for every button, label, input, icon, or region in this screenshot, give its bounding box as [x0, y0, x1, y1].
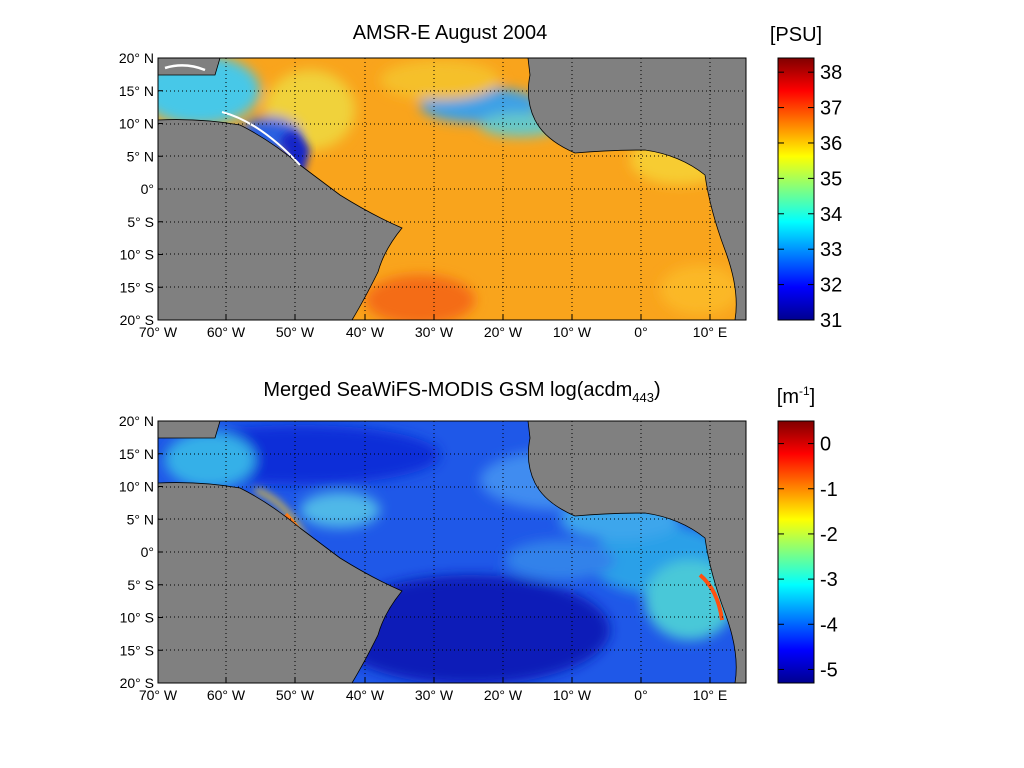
- lat-tick-label: 5° N: [127, 511, 154, 527]
- lon-tick-label: 10° W: [553, 324, 592, 340]
- lat-tick-label: 20° S: [120, 675, 154, 691]
- lon-tick-label: 60° W: [207, 687, 246, 703]
- lon-tick-label: 30° W: [415, 324, 454, 340]
- lat-tick-label: 20° N: [119, 413, 154, 429]
- lon-tick-label: 10° W: [553, 687, 592, 703]
- lat-tick-label: 10° S: [120, 610, 154, 626]
- lat-tick-label: 10° N: [119, 116, 154, 132]
- acdm-lat-labels: 20° N 15° N 10° N 5° N 0° 5° S 10° S 15° S 20° S: [119, 413, 163, 691]
- acdm-colorbar: [m-1] -5 -4 -3 -2 -1 0: [777, 384, 838, 684]
- colorbar-tick-label: -4: [820, 614, 838, 636]
- salinity-title: AMSR-E August 2004: [353, 22, 548, 44]
- acdm-title: Merged SeaWiFS-MODIS GSM log(acdm443): [263, 379, 660, 405]
- salinity-panel: AMSR-E August 2004: [119, 22, 842, 340]
- colorbar-tick-label: -1: [820, 479, 838, 501]
- colorbar-tick-label: 35: [820, 168, 842, 190]
- lon-tick-label: 40° W: [346, 687, 385, 703]
- lon-tick-label: 60° W: [207, 324, 246, 340]
- lat-tick-label: 5° N: [127, 148, 154, 164]
- lat-tick-label: 10° N: [119, 479, 154, 495]
- salinity-colorbar: [PSU] 31 32 33 34 35 36 37 38: [770, 24, 842, 332]
- lon-tick-label: 20° W: [484, 687, 523, 703]
- colorbar-tick-label: 31: [820, 310, 842, 332]
- colorbar-tick-label: -5: [820, 659, 838, 681]
- lat-tick-label: 20° S: [120, 312, 154, 328]
- colorbar-tick-label: -3: [820, 569, 838, 591]
- colorbar-tick-label: 36: [820, 133, 842, 155]
- colorbar-tick-label: 33: [820, 239, 842, 261]
- colorbar-tick-label: 38: [820, 62, 842, 84]
- lon-tick-label: 0°: [634, 687, 647, 703]
- lat-tick-label: 0°: [141, 181, 154, 197]
- lat-tick-label: 10° S: [120, 247, 154, 263]
- salinity-lat-labels: 20° N 15° N 10° N 5° N 0° 5° S 10° S 15° S 20° S: [119, 50, 163, 328]
- salinity-colorbar-ticks: 31 32 33 34 35 36 37 38: [778, 62, 842, 332]
- lat-tick-label: 15° N: [119, 83, 154, 99]
- acdm-map: [158, 421, 746, 683]
- acdm-panel: Merged SeaWiFS-MODIS GSM log(acdm443): [119, 379, 838, 703]
- lon-tick-label: 10° E: [693, 324, 727, 340]
- acdm-units: [m-1]: [777, 384, 815, 408]
- colorbar-tick-label: -2: [820, 524, 838, 546]
- acdm-lon-labels: 70° W 60° W 50° W 40° W 30° W 20° W 10° W 0° 10°…: [139, 678, 727, 703]
- salinity-units: [PSU]: [770, 24, 822, 46]
- acdm-colorbar-ticks: -5 -4 -3 -2 -1 0: [778, 434, 838, 681]
- lat-tick-label: 15° N: [119, 446, 154, 462]
- lon-tick-label: 30° W: [415, 687, 454, 703]
- colorbar-tick-label: 37: [820, 98, 842, 120]
- lon-tick-label: 50° W: [276, 324, 315, 340]
- lon-tick-label: 50° W: [276, 687, 315, 703]
- lon-tick-label: 70° W: [139, 324, 178, 340]
- lat-tick-label: 0°: [141, 544, 154, 560]
- lat-tick-label: 20° N: [119, 50, 154, 66]
- colorbar-tick-label: 0: [820, 434, 831, 456]
- lat-tick-label: 15° S: [120, 642, 154, 658]
- lon-tick-label: 10° E: [693, 687, 727, 703]
- lon-tick-label: 70° W: [139, 687, 178, 703]
- lon-tick-label: 20° W: [484, 324, 523, 340]
- lon-tick-label: 0°: [634, 324, 647, 340]
- salinity-lon-labels: 70° W 60° W 50° W 40° W 30° W 20° W 10° W 0° 10°…: [139, 315, 727, 340]
- lat-tick-label: 5° S: [127, 214, 154, 230]
- colorbar-tick-label: 34: [820, 204, 842, 226]
- lat-tick-label: 5° S: [127, 577, 154, 593]
- lon-tick-label: 40° W: [346, 324, 385, 340]
- colorbar-tick-label: 32: [820, 275, 842, 297]
- lat-tick-label: 15° S: [120, 279, 154, 295]
- salinity-map: [158, 58, 746, 320]
